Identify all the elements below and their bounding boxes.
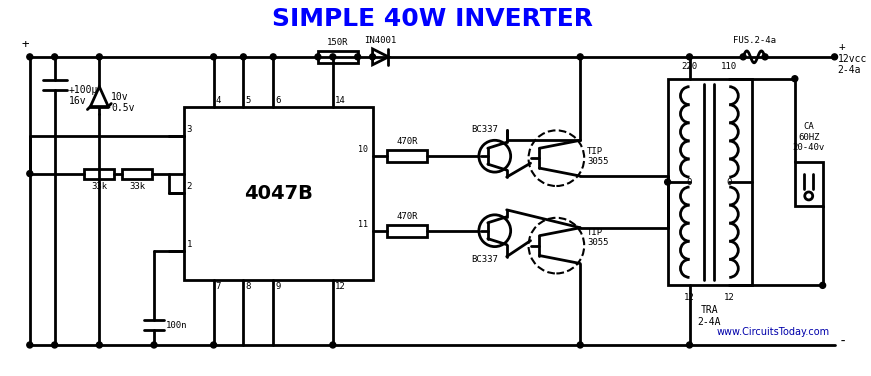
Text: +100µ
16v: +100µ 16v: [69, 85, 98, 106]
Text: 11: 11: [358, 220, 368, 229]
Text: 4: 4: [216, 96, 221, 105]
Bar: [795, 162, 822, 206]
Polygon shape: [91, 86, 108, 106]
Circle shape: [762, 54, 768, 60]
Circle shape: [686, 54, 692, 60]
Text: 4047B: 4047B: [244, 184, 313, 203]
Circle shape: [315, 54, 321, 60]
Text: IN4001: IN4001: [364, 36, 396, 45]
Text: 6: 6: [275, 96, 280, 105]
Circle shape: [577, 54, 584, 60]
Circle shape: [354, 54, 361, 60]
Circle shape: [740, 54, 746, 60]
Text: 12: 12: [684, 293, 695, 302]
Circle shape: [792, 76, 798, 82]
Text: 220: 220: [681, 62, 698, 71]
Circle shape: [240, 54, 246, 60]
Text: BC337: BC337: [471, 255, 498, 264]
Circle shape: [51, 342, 57, 348]
Text: 1: 1: [186, 240, 192, 249]
Text: -: -: [839, 335, 847, 349]
Bar: [388, 225, 427, 237]
Circle shape: [27, 54, 33, 60]
Text: 12: 12: [334, 282, 346, 291]
Text: BC337: BC337: [471, 125, 498, 134]
Text: 2: 2: [186, 182, 192, 191]
Bar: [184, 106, 373, 280]
Text: 470R: 470R: [396, 137, 418, 146]
Circle shape: [330, 54, 336, 60]
Bar: [318, 51, 358, 63]
Circle shape: [97, 342, 102, 348]
Circle shape: [686, 342, 692, 348]
Text: 100n: 100n: [165, 321, 187, 330]
Circle shape: [151, 342, 157, 348]
Text: 10v
0.5v: 10v 0.5v: [111, 92, 135, 113]
Text: 9: 9: [275, 282, 280, 291]
Circle shape: [211, 54, 217, 60]
Text: 33k: 33k: [129, 182, 145, 191]
Circle shape: [665, 179, 671, 185]
Text: 110: 110: [721, 62, 738, 71]
Text: SIMPLE 40W INVERTER: SIMPLE 40W INVERTER: [272, 7, 592, 31]
Text: 12: 12: [724, 293, 734, 302]
Polygon shape: [373, 49, 388, 65]
Circle shape: [27, 342, 33, 348]
Bar: [388, 150, 427, 162]
Circle shape: [577, 342, 584, 348]
Text: 33k: 33k: [91, 182, 107, 191]
Text: 3: 3: [186, 125, 192, 134]
Text: TIP
3055: TIP 3055: [587, 228, 609, 247]
Text: CA
60HZ
20-40v: CA 60HZ 20-40v: [793, 123, 825, 152]
Circle shape: [51, 54, 57, 60]
Text: www.CircuitsToday.com: www.CircuitsToday.com: [717, 327, 829, 337]
Circle shape: [820, 282, 826, 288]
Circle shape: [369, 54, 375, 60]
Circle shape: [27, 171, 33, 177]
Text: 150R: 150R: [327, 38, 348, 47]
Bar: [84, 168, 114, 179]
Circle shape: [97, 54, 102, 60]
Text: 7: 7: [216, 282, 221, 291]
Text: 8: 8: [246, 282, 251, 291]
Text: FUS.2-4a: FUS.2-4a: [733, 36, 775, 45]
Text: +: +: [21, 38, 29, 51]
Text: +: +: [839, 42, 845, 52]
Bar: [122, 168, 152, 179]
Circle shape: [330, 342, 336, 348]
Text: 0: 0: [687, 177, 692, 186]
Text: 12vcc
2-4a: 12vcc 2-4a: [838, 54, 867, 76]
Text: 14: 14: [334, 96, 346, 105]
Text: 10: 10: [358, 145, 368, 154]
Circle shape: [832, 54, 838, 60]
Circle shape: [211, 342, 217, 348]
Circle shape: [270, 54, 276, 60]
Text: 5: 5: [246, 96, 251, 105]
Text: TIP
3055: TIP 3055: [587, 147, 609, 166]
Text: 470R: 470R: [396, 212, 418, 221]
Bar: [668, 79, 752, 285]
Text: TRA
2-4A: TRA 2-4A: [698, 305, 721, 327]
Text: 0: 0: [726, 177, 732, 186]
